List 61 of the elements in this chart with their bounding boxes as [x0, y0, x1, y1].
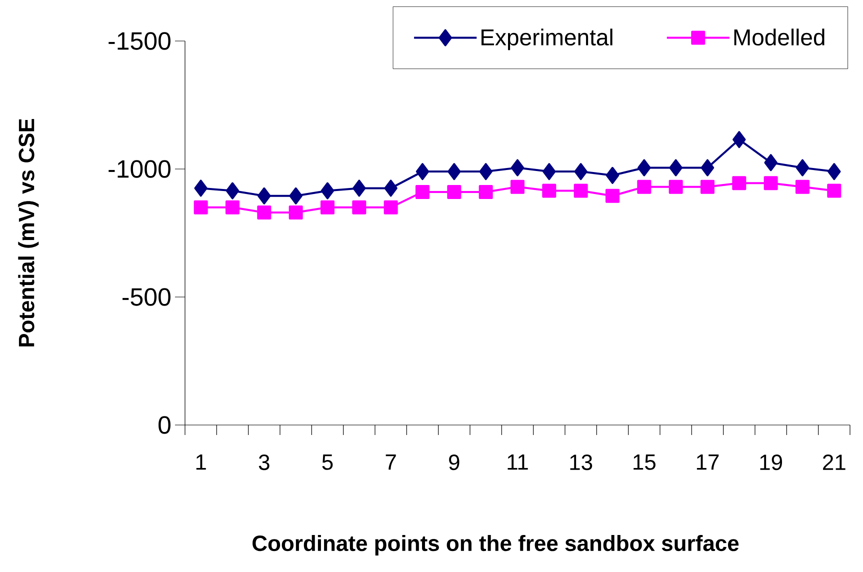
x-tick-label: 1	[196, 454, 206, 470]
x-tick-label: 5	[322, 454, 333, 470]
point	[257, 206, 272, 220]
y-tick-label: -500	[122, 288, 170, 306]
point	[574, 163, 588, 180]
y-tick-label: 0	[158, 416, 170, 434]
point	[448, 163, 461, 180]
point	[764, 154, 778, 172]
point	[700, 159, 714, 176]
point	[288, 206, 303, 220]
point	[447, 185, 462, 200]
point	[510, 159, 524, 176]
point	[352, 180, 366, 197]
point	[226, 200, 240, 214]
point	[416, 185, 430, 200]
x-tick-label: 9	[449, 454, 460, 470]
point	[194, 180, 208, 197]
point	[226, 182, 240, 200]
point	[510, 180, 524, 194]
point	[416, 163, 430, 180]
point	[700, 180, 714, 194]
point	[384, 200, 398, 214]
x-axis-title: Coordinate points on the free sandbox surface	[252, 534, 739, 556]
y-axis-title: Potential (mV) vs CSE	[18, 118, 39, 346]
y-tick-label: -1500	[108, 32, 170, 50]
point	[542, 163, 556, 180]
point	[732, 131, 746, 148]
point	[732, 176, 746, 190]
x-tick-label: 15	[634, 454, 656, 470]
point	[637, 180, 652, 194]
point	[764, 176, 778, 190]
x-tick-label: 3	[258, 454, 270, 470]
x-tick-label: 19	[760, 454, 782, 470]
point	[258, 187, 271, 204]
point	[320, 182, 334, 200]
point	[606, 166, 620, 184]
point	[668, 180, 683, 194]
x-tick-label: 13	[570, 454, 592, 470]
point	[478, 185, 493, 200]
point	[795, 180, 810, 194]
point	[638, 159, 651, 176]
legend-label: Modelled	[734, 28, 824, 46]
x-tick-label: 17	[696, 454, 719, 470]
x-tick-label: 11	[508, 454, 528, 470]
point	[479, 163, 492, 180]
point	[669, 159, 682, 176]
point	[606, 188, 620, 203]
point	[320, 200, 334, 214]
x-tick-label: 21	[823, 454, 846, 470]
point	[796, 159, 810, 176]
point	[828, 163, 841, 180]
x-tick-label: 7	[386, 454, 396, 470]
point	[352, 200, 366, 214]
point	[384, 180, 398, 197]
y-tick-label: -1000	[108, 160, 170, 178]
point	[574, 184, 588, 198]
point	[289, 187, 302, 204]
point	[827, 184, 842, 198]
legend-label: Experimental	[482, 28, 612, 50]
point	[542, 184, 556, 198]
point	[194, 200, 208, 214]
